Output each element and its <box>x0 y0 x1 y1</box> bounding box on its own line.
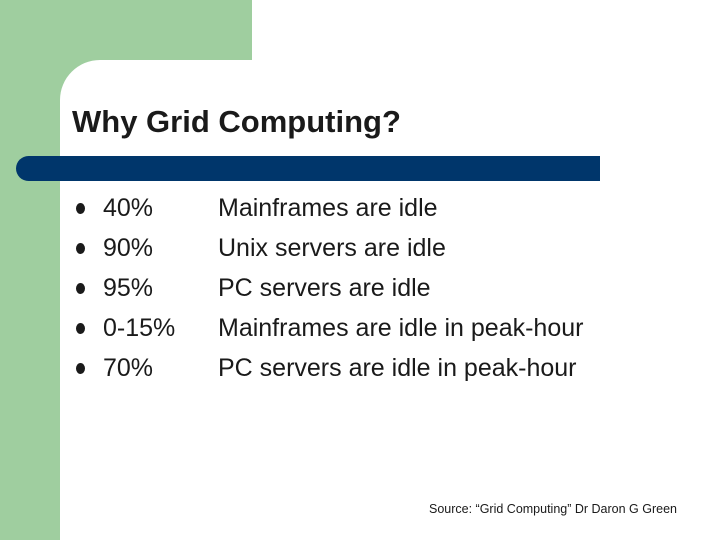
bullet-description: Unix servers are idle <box>218 234 446 262</box>
bullet-dot-icon <box>76 243 85 254</box>
slide-panel <box>60 60 720 540</box>
bullet-description: Mainframes are idle <box>218 194 438 222</box>
bullet-dot-icon <box>76 363 85 374</box>
title-underline-bar <box>16 156 600 181</box>
bullet-item: 95% PC servers are idle <box>0 268 720 308</box>
bullet-description: Mainframes are idle in peak-hour <box>218 314 584 342</box>
bullet-description: PC servers are idle in peak-hour <box>218 354 577 382</box>
bullet-dot-icon <box>76 323 85 334</box>
green-accent-left <box>0 0 60 540</box>
bullet-percentage: 40% <box>103 194 154 222</box>
slide-title: Why Grid Computing? <box>72 104 401 139</box>
source-citation: Source: “Grid Computing” Dr Daron G Gree… <box>428 502 677 516</box>
bullet-dot-icon <box>76 283 85 294</box>
bullet-percentage: 0-15% <box>103 314 176 342</box>
bullet-item: 0-15% Mainframes are idle in peak-hour <box>0 308 720 348</box>
bullet-dot-icon <box>76 203 85 214</box>
bullet-percentage: 70% <box>103 354 154 382</box>
bullet-percentage: 90% <box>103 234 154 262</box>
bullet-item: 90% Unix servers are idle <box>0 228 720 268</box>
bullet-description: PC servers are idle <box>218 274 431 302</box>
bullet-percentage: 95% <box>103 274 154 302</box>
bullet-item: 40% Mainframes are idle <box>0 188 720 228</box>
bullet-item: 70% PC servers are idle in peak-hour <box>0 348 720 388</box>
